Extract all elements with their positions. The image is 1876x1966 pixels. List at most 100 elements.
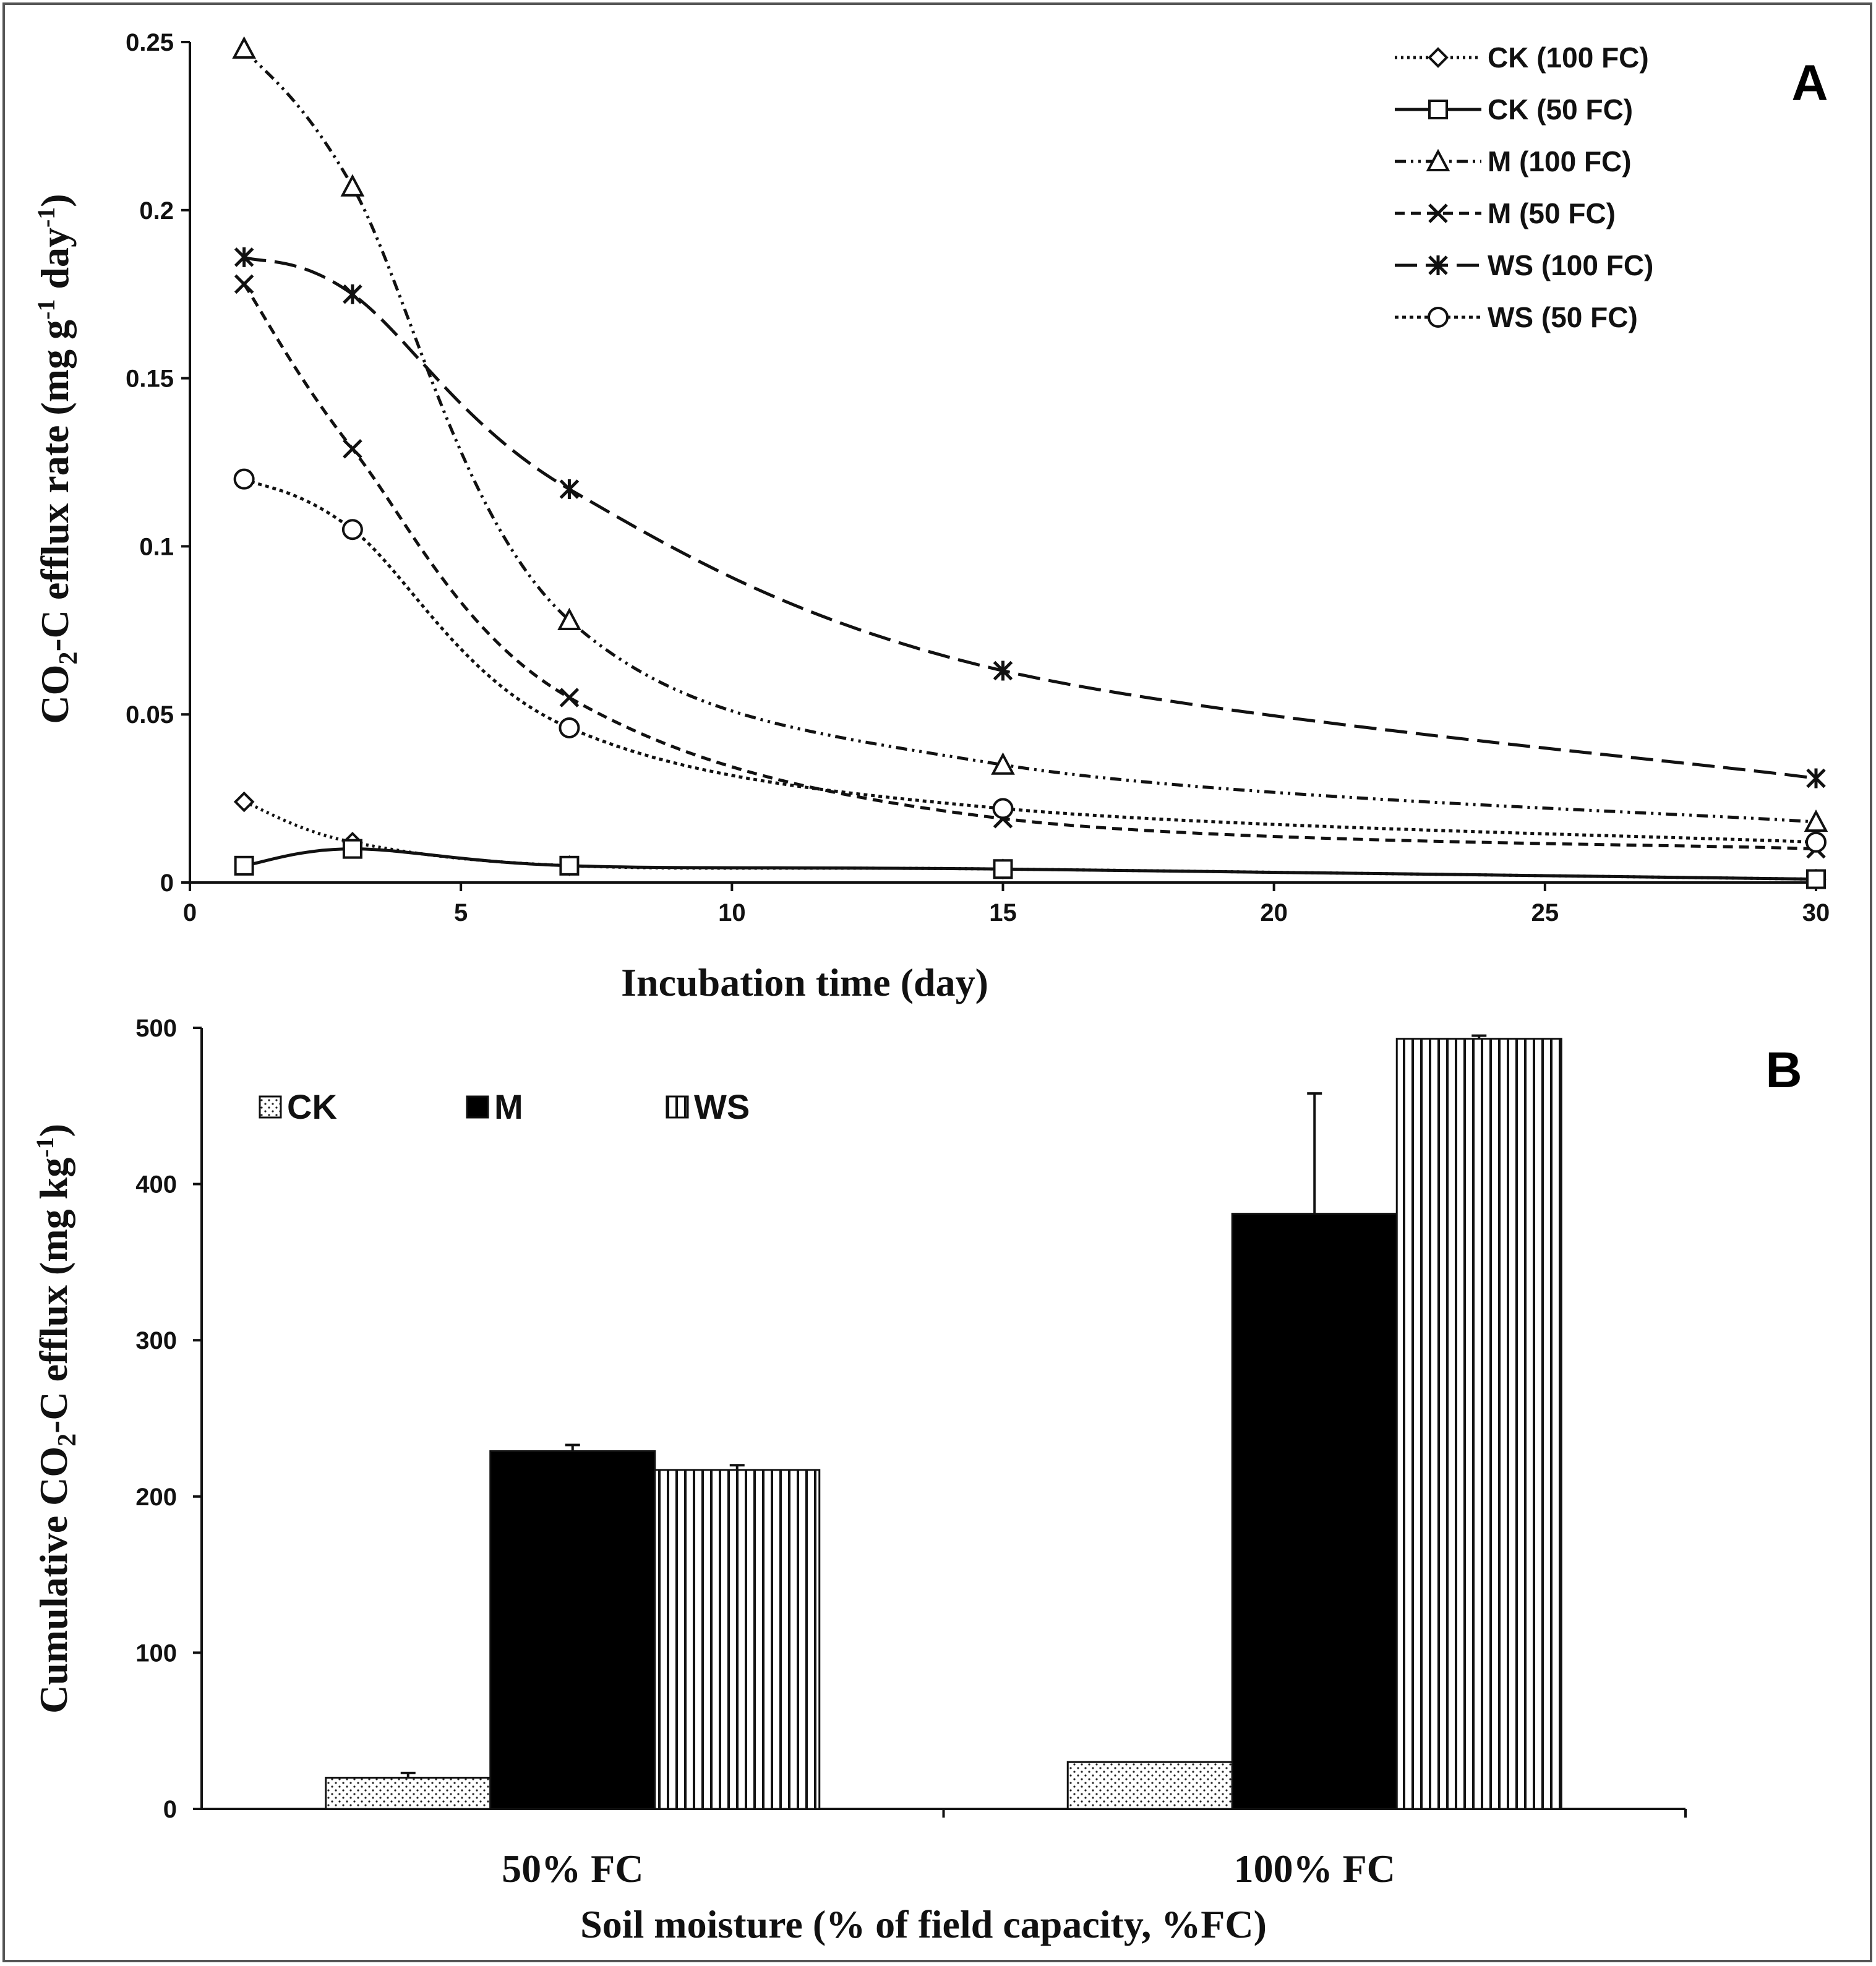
panel-b-x-axis-title: Soil moisture (% of field capacity, %FC) — [580, 1902, 1267, 1946]
data-point-marker — [557, 607, 581, 630]
y-tick-label: 400 — [135, 1171, 177, 1199]
bar — [325, 1776, 492, 1810]
y-tick-label: 0 — [160, 870, 174, 897]
bar-ck — [1066, 1761, 1233, 1810]
legend-marker — [1428, 47, 1449, 68]
series-m-50-fc — [234, 274, 1826, 859]
data-point-marker — [1804, 809, 1828, 832]
bar-ck — [325, 1771, 492, 1810]
legend-label: CK — [287, 1087, 337, 1126]
legend-entry: M (100 FC) — [1395, 145, 1632, 177]
legend-swatch — [259, 1095, 282, 1119]
legend-marker — [1428, 307, 1449, 328]
panel-a-series — [232, 36, 1828, 890]
legend-label: M (100 FC) — [1488, 145, 1632, 177]
panel-b-y-axis-title: Cumulative CO2-C efflux (mg kg-1) — [31, 1124, 82, 1714]
series-ws-100-fc — [234, 247, 1826, 789]
legend-label: M (50 FC) — [1488, 197, 1616, 229]
bar-ws — [1395, 1034, 1562, 1810]
panel-b-letter: B — [1765, 1042, 1802, 1098]
bar-m — [1231, 1092, 1398, 1810]
data-point-marker — [341, 519, 363, 541]
y-tick-label: 100 — [135, 1639, 177, 1667]
y-tick-label: 0 — [163, 1796, 177, 1823]
legend-label: M — [494, 1087, 523, 1126]
bar — [654, 1469, 821, 1810]
data-point-marker — [343, 438, 362, 459]
series-ck-50-fc — [234, 839, 1826, 889]
data-point-marker — [234, 274, 254, 294]
y-tick-label: 200 — [135, 1484, 177, 1511]
legend-entry: WS (50 FC) — [1395, 301, 1638, 333]
data-point-marker — [340, 174, 365, 197]
data-point-marker — [991, 752, 1015, 775]
category-label: 50% FC — [502, 1847, 643, 1891]
data-point-marker — [234, 855, 254, 876]
bar — [1066, 1761, 1233, 1810]
y-tick-label: 0.15 — [126, 365, 174, 393]
data-point-marker — [559, 479, 580, 499]
panel-a-line-chart: 0 0.05 0.1 0.15 0.2 0.25 0 5 10 15 20 25 30 CK (100… — [32, 29, 1830, 1004]
data-point-marker — [343, 284, 362, 304]
y-tick-label: 0.25 — [126, 29, 174, 56]
x-tick-label: 10 — [718, 899, 746, 926]
legend-entry: M — [466, 1087, 523, 1126]
legend-label: WS — [694, 1087, 750, 1126]
data-point-marker — [559, 717, 580, 738]
bar — [1395, 1038, 1562, 1810]
series-line — [243, 477, 1817, 844]
x-tick-label: 5 — [454, 899, 468, 926]
panel-a-x-axis-title: Incubation time (day) — [621, 960, 988, 1004]
legend-marker — [1428, 100, 1448, 119]
series-line — [242, 48, 1817, 824]
legend-marker — [1428, 255, 1448, 275]
panel-a-y-axis-title: CO2-C efflux rate (mg g-1 day-1) — [32, 194, 83, 724]
panel-b-category-labels: 50% FC 100% FC — [502, 1809, 1687, 1891]
series-line — [243, 255, 1817, 780]
category-label: 100% FC — [1234, 1847, 1395, 1891]
legend-entry: CK (50 FC) — [1395, 93, 1633, 126]
legend-entry: WS (100 FC) — [1395, 249, 1653, 281]
data-point-marker — [993, 859, 1013, 879]
panel-a-y-ticks: 0 0.05 0.1 0.15 0.2 0.25 — [126, 29, 190, 897]
data-point-marker — [234, 247, 254, 267]
bar — [1231, 1213, 1398, 1810]
legend-entry: M (50 FC) — [1395, 197, 1616, 229]
legend-label: WS (50 FC) — [1488, 301, 1638, 333]
data-point-marker — [559, 855, 580, 876]
x-tick-label: 0 — [183, 899, 197, 926]
series-line — [243, 800, 1817, 881]
y-tick-label: 500 — [135, 1015, 177, 1042]
legend-marker — [1426, 148, 1450, 171]
legend-swatch — [466, 1095, 489, 1119]
series-line — [244, 847, 1817, 881]
legend-entry: CK — [259, 1087, 337, 1126]
data-point-marker — [233, 468, 255, 490]
legend-label: WS (100 FC) — [1488, 249, 1653, 281]
x-tick-label: 15 — [989, 899, 1017, 926]
data-point-marker — [1806, 869, 1826, 889]
panel-b-bars — [325, 1034, 1562, 1810]
legend-swatch — [666, 1095, 689, 1119]
legend-entry: CK (100 FC) — [1395, 41, 1649, 74]
x-tick-label: 20 — [1260, 899, 1288, 926]
legend-entry: WS — [666, 1087, 750, 1126]
y-tick-label: 0.2 — [139, 197, 174, 224]
legend-marker — [1428, 203, 1448, 223]
y-tick-label: 0.05 — [126, 701, 174, 729]
data-point-marker — [232, 36, 256, 59]
series-ws-50-fc — [233, 468, 1827, 853]
series-ck-100-fc — [233, 791, 1827, 890]
data-point-marker — [1805, 831, 1827, 853]
data-point-marker — [992, 798, 1014, 819]
bar-m — [489, 1443, 656, 1810]
panel-b-legend: CK M WS — [259, 1087, 750, 1126]
bar — [489, 1450, 656, 1810]
panel-a-letter: A — [1791, 55, 1828, 111]
panel-b-y-ticks: 0 100 200 300 400 500 — [135, 1015, 202, 1823]
series-m-100-fc — [232, 36, 1828, 832]
panel-b-bar-chart: 0 100 200 300 400 500 50% FC 100% FC CK M WS B S… — [31, 1015, 1802, 1946]
data-point-marker — [1806, 768, 1826, 789]
data-point-marker — [993, 660, 1013, 681]
